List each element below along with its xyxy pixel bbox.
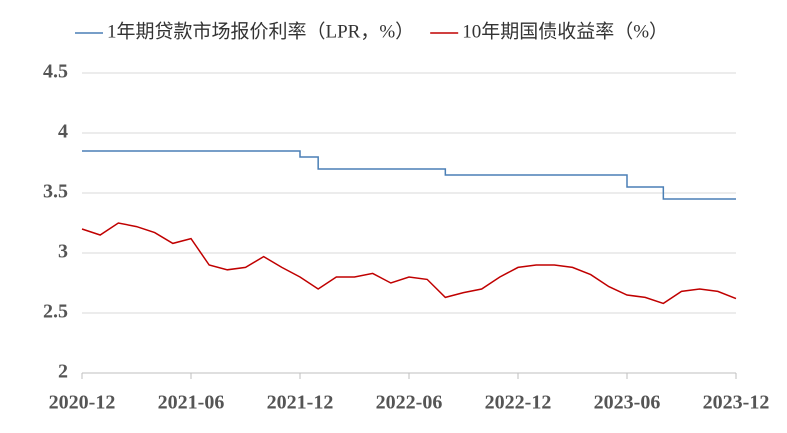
x-tick-label: 2021-12 [267, 392, 334, 414]
x-tick-label: 2022-12 [485, 392, 552, 414]
y-tick-label: 3 [58, 241, 68, 263]
x-tick-label: 2021-06 [158, 392, 225, 414]
legend-label: 10年期国债收益率（%） [462, 20, 668, 42]
y-tick-label: 2.5 [43, 301, 68, 323]
x-tick-label: 2023-12 [703, 392, 770, 414]
y-tick-label: 3.5 [43, 181, 68, 203]
x-tick-label: 2020-12 [49, 392, 116, 414]
legend-label: 1年期贷款市场报价利率（LPR，%） [107, 20, 414, 42]
series-line [81, 222, 737, 305]
y-tick-label: 2 [58, 361, 68, 383]
x-tick-label: 2023-06 [594, 392, 661, 414]
x-tick-label: 2022-06 [376, 392, 443, 414]
y-tick-label: 4.5 [43, 61, 68, 83]
y-tick-label: 4 [58, 121, 68, 143]
series-line [82, 150, 736, 200]
